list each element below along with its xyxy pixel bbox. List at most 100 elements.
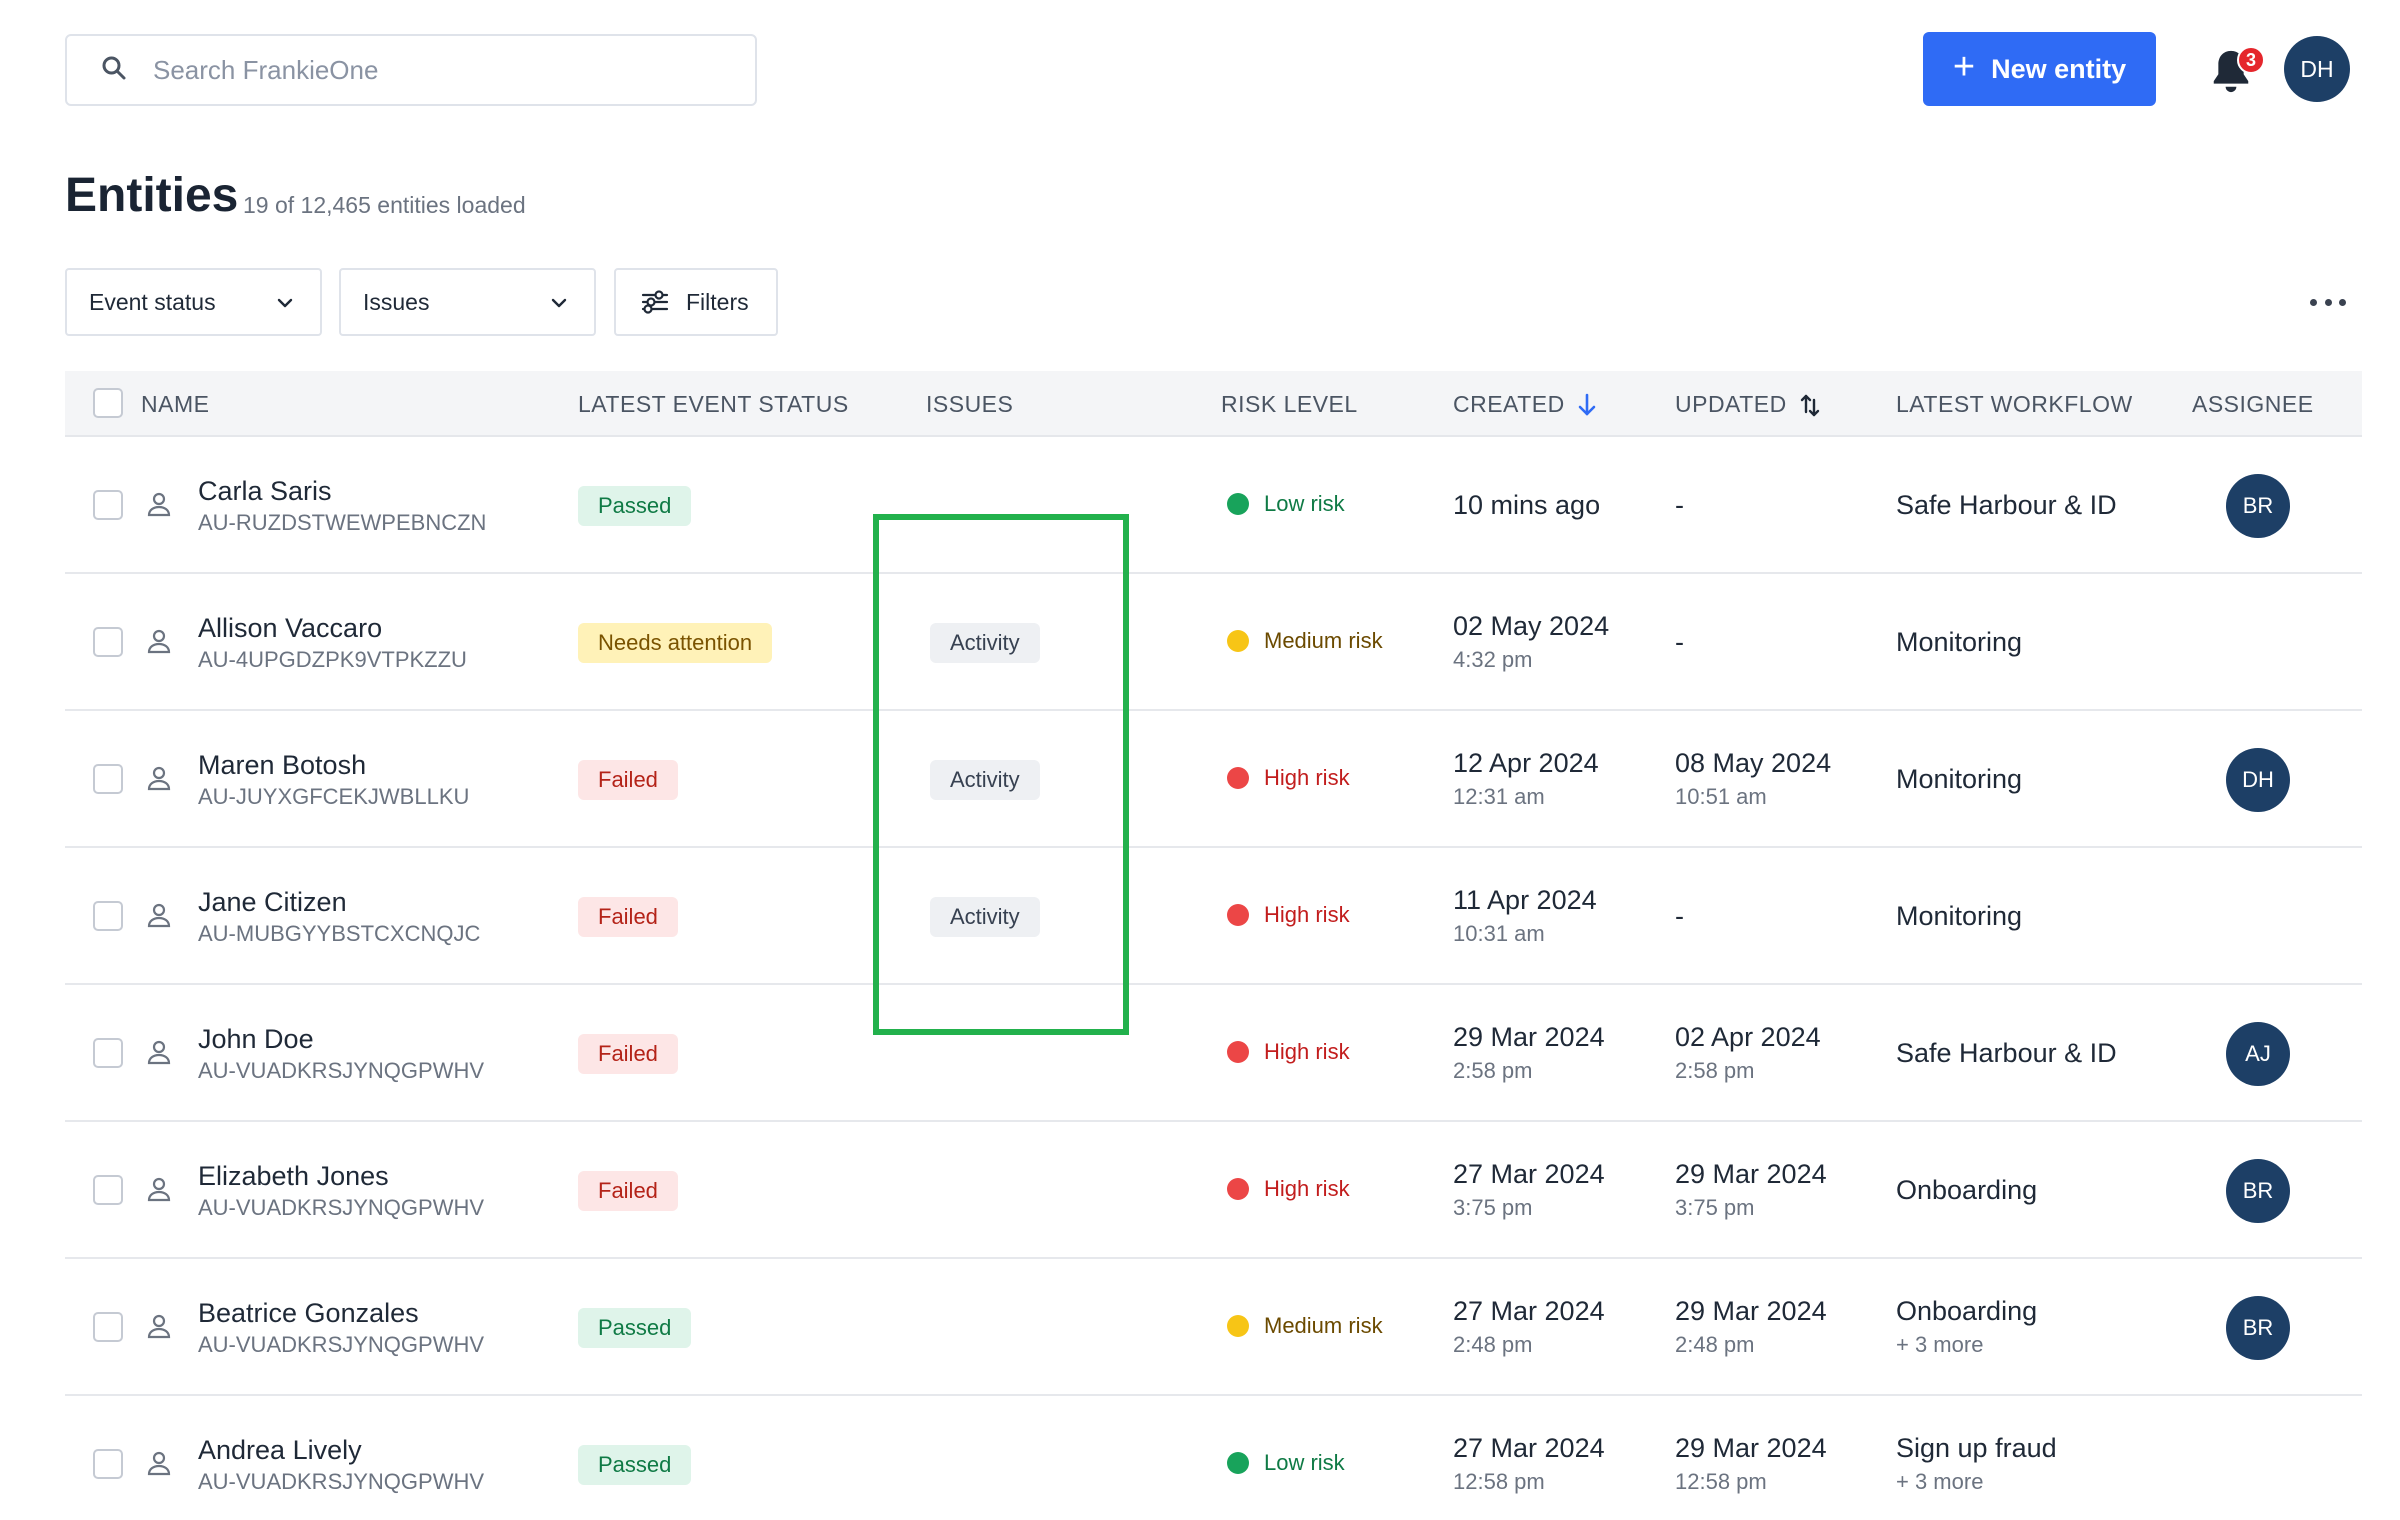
updated-date: 29 Mar 2024: [1675, 1296, 1827, 1326]
risk-level: High risk: [1227, 1176, 1350, 1202]
table-row[interactable]: Carla Saris AU-RUZDSTWEWPEBNCZN Passed Low …: [65, 437, 2362, 574]
entity-name[interactable]: Carla Saris: [198, 476, 332, 506]
column-header-risk-level[interactable]: RISK LEVEL: [1221, 391, 1358, 417]
row-checkbox[interactable]: [93, 1312, 123, 1342]
entity-id: AU-VUADKRSJYNQGPWHV: [198, 1058, 485, 1083]
column-header-updated-label: UPDATED: [1675, 391, 1787, 417]
notification-badge: 3: [2237, 46, 2265, 74]
risk-label: High risk: [1264, 765, 1350, 790]
risk-dot: [1227, 1452, 1249, 1474]
entity-name[interactable]: John Doe: [198, 1024, 314, 1054]
search-input[interactable]: [153, 54, 713, 86]
updated-time: 2:58 pm: [1675, 1058, 1755, 1083]
table-row[interactable]: Elizabeth Jones AU-VUADKRSJYNQGPWHV Failed…: [65, 1122, 2362, 1259]
column-header-assignee[interactable]: ASSIGNEE: [2192, 391, 2314, 417]
entities-count: 19 of 12,465 entities loaded: [243, 192, 526, 218]
row-checkbox[interactable]: [93, 1038, 123, 1068]
column-header-name[interactable]: NAME: [141, 391, 210, 417]
row-checkbox[interactable]: [93, 627, 123, 657]
risk-label: High risk: [1264, 1176, 1350, 1201]
person-icon: [144, 626, 174, 656]
event-status-dropdown[interactable]: Event status: [65, 268, 322, 336]
risk-dot: [1227, 1178, 1249, 1200]
table-row[interactable]: Allison Vaccaro AU-4UPGDZPK9VTPKZZU Needs …: [65, 574, 2362, 711]
more-horizontal-icon[interactable]: [2310, 290, 2346, 314]
created-date: 27 Mar 2024: [1453, 1159, 1605, 1189]
created-date: 29 Mar 2024: [1453, 1022, 1605, 1052]
workflow-more[interactable]: + 3 more: [1896, 1332, 1984, 1357]
risk-level: Medium risk: [1227, 628, 1383, 654]
column-header-updated[interactable]: UPDATED: [1675, 391, 1821, 418]
status-badge: Passed: [578, 486, 692, 526]
event-status-label: Event status: [89, 288, 216, 315]
issues-dropdown[interactable]: Issues: [339, 268, 596, 336]
row-checkbox[interactable]: [93, 1449, 123, 1479]
table-header: NAME LATEST EVENT STATUS ISSUES RISK LEV…: [65, 371, 2362, 437]
updated-date: -: [1675, 490, 1684, 520]
created-date: 02 May 2024: [1453, 611, 1610, 641]
person-icon: [144, 900, 174, 930]
new-entity-label: New entity: [1991, 53, 2127, 84]
created-date: 27 Mar 2024: [1453, 1296, 1605, 1326]
updated-date: -: [1675, 627, 1684, 657]
column-header-issues[interactable]: ISSUES: [926, 391, 1014, 417]
filters-button[interactable]: Filters: [614, 268, 778, 336]
row-checkbox[interactable]: [93, 490, 123, 520]
table-row[interactable]: Andrea Lively AU-VUADKRSJYNQGPWHV Passed Lo…: [65, 1396, 2362, 1520]
status-badge: Failed: [578, 897, 678, 937]
entity-name[interactable]: Andrea Lively: [198, 1435, 362, 1465]
entity-name[interactable]: Jane Citizen: [198, 887, 347, 917]
person-icon: [144, 1311, 174, 1341]
updated-date: 02 Apr 2024: [1675, 1022, 1821, 1052]
table-row[interactable]: Maren Botosh AU-JUYXGFCEKJWBLLKU Failed Act…: [65, 711, 2362, 848]
column-header-latest-event-status[interactable]: LATEST EVENT STATUS: [578, 391, 849, 417]
row-checkbox[interactable]: [93, 764, 123, 794]
entity-id: AU-VUADKRSJYNQGPWHV: [198, 1332, 485, 1357]
assignee-avatar[interactable]: BR: [2226, 1159, 2290, 1223]
issues-label: Issues: [363, 288, 430, 315]
updated-date: 08 May 2024: [1675, 748, 1832, 778]
risk-label: Medium risk: [1264, 1313, 1383, 1338]
row-checkbox[interactable]: [93, 901, 123, 931]
risk-label: High risk: [1264, 1039, 1350, 1064]
entity-name[interactable]: Beatrice Gonzales: [198, 1298, 419, 1328]
created-time: 3:75 pm: [1453, 1195, 1533, 1220]
assignee-avatar[interactable]: BR: [2226, 474, 2290, 538]
risk-level: Low risk: [1227, 491, 1345, 517]
column-header-created[interactable]: CREATED: [1453, 391, 1597, 418]
select-all-checkbox[interactable]: [93, 388, 123, 418]
search-bar[interactable]: [65, 34, 757, 106]
table-row[interactable]: Jane Citizen AU-MUBGYYBSTCXCNQJC Failed Act…: [65, 848, 2362, 985]
entity-name[interactable]: Maren Botosh: [198, 750, 367, 780]
user-avatar[interactable]: DH: [2284, 36, 2350, 102]
status-badge: Passed: [578, 1445, 692, 1485]
row-checkbox[interactable]: [93, 1175, 123, 1205]
table-row[interactable]: John Doe AU-VUADKRSJYNQGPWHV Failed High ri…: [65, 985, 2362, 1122]
latest-workflow: Monitoring: [1896, 627, 2023, 657]
risk-dot: [1227, 493, 1249, 515]
column-header-latest-workflow[interactable]: LATEST WORKFLOW: [1896, 391, 2133, 417]
latest-workflow: Sign up fraud: [1896, 1433, 2057, 1463]
entity-name[interactable]: Allison Vaccaro: [198, 613, 383, 643]
risk-label: Low risk: [1264, 1450, 1345, 1475]
assignee-avatar[interactable]: AJ: [2226, 1022, 2290, 1086]
risk-level: Low risk: [1227, 1450, 1345, 1476]
entity-name[interactable]: Elizabeth Jones: [198, 1161, 389, 1191]
entity-id: AU-VUADKRSJYNQGPWHV: [198, 1195, 485, 1220]
risk-dot: [1227, 1041, 1249, 1063]
workflow-more[interactable]: + 3 more: [1896, 1469, 1984, 1494]
new-entity-button[interactable]: + New entity: [1923, 32, 2156, 106]
assignee-avatar[interactable]: DH: [2226, 748, 2290, 812]
assignee-avatar[interactable]: BR: [2226, 1296, 2290, 1360]
filters-label: Filters: [686, 288, 749, 315]
latest-workflow: Onboarding: [1896, 1175, 2038, 1205]
updated-time: 10:51 am: [1675, 784, 1767, 809]
created-date: 10 mins ago: [1453, 490, 1601, 520]
status-badge: Failed: [578, 1171, 678, 1211]
entity-id: AU-VUADKRSJYNQGPWHV: [198, 1469, 485, 1494]
risk-dot: [1227, 630, 1249, 652]
entity-id: AU-JUYXGFCEKJWBLLKU: [198, 784, 470, 809]
person-icon: [144, 1448, 174, 1478]
latest-workflow: Safe Harbour & ID: [1896, 490, 2117, 520]
table-row[interactable]: Beatrice Gonzales AU-VUADKRSJYNQGPWHV Pass…: [65, 1259, 2362, 1396]
